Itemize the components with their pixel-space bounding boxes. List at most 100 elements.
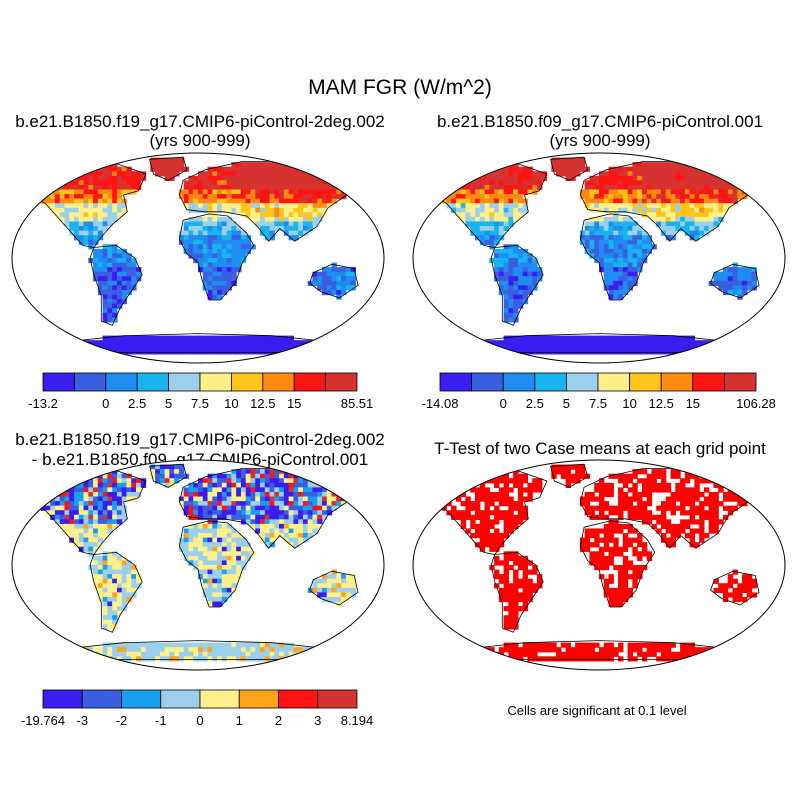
grid-cell: [441, 189, 447, 195]
grid-cell: [737, 171, 743, 177]
grid-cell: [699, 523, 705, 530]
grid-cell: [245, 175, 252, 181]
grid-cell: [126, 496, 132, 502]
grid-cell: [494, 574, 500, 580]
grid-cell: [131, 647, 137, 653]
colorbar-box: [160, 689, 201, 709]
grid-cell: [646, 235, 653, 241]
grid-cell: [470, 505, 476, 511]
grid-cell: [97, 478, 104, 484]
grid-cell: [503, 166, 509, 172]
grid-cell: [207, 523, 213, 530]
grid-cell: [513, 583, 519, 589]
grid-cell: [312, 189, 318, 195]
grid-cell: [603, 501, 610, 507]
grid-cell: [298, 340, 304, 346]
grid-cell: [489, 656, 495, 662]
grid-cell: [661, 212, 667, 218]
grid-cell: [646, 184, 653, 191]
grid-cell: [498, 184, 505, 191]
grid-cell: [193, 244, 199, 250]
grid-cell: [632, 221, 638, 227]
grid-cell: [727, 271, 734, 277]
grid-cell: [522, 203, 529, 209]
grid-cell: [302, 216, 309, 223]
grid-cell: [680, 212, 686, 218]
grid-cell: [240, 501, 247, 507]
grid-cell: [178, 166, 185, 172]
grid-cell: [584, 189, 591, 195]
grid-cell: [517, 519, 524, 525]
grid-cell: [498, 175, 505, 181]
grid-cell: [508, 583, 514, 589]
grid-cell: [570, 478, 576, 484]
grid-cell: [689, 212, 695, 218]
grid-cell: [675, 175, 681, 181]
grid-cell: [446, 184, 452, 191]
grid-cell: [255, 491, 261, 498]
grid-cell: [713, 505, 719, 511]
grid-cell: [102, 624, 108, 630]
grid-cell: [159, 651, 166, 657]
grid-cell: [532, 175, 538, 181]
grid-cell: [317, 180, 323, 186]
grid-cell: [250, 184, 256, 191]
grid-cell: [599, 262, 605, 268]
grid-cell: [302, 221, 309, 227]
grid-cell: [231, 189, 237, 195]
grid-cell: [665, 519, 672, 525]
grid-cell: [107, 496, 113, 502]
grid-cell: [627, 194, 633, 200]
grid-cell: [608, 171, 614, 177]
grid-cell: [226, 244, 232, 250]
grid-cell: [594, 253, 600, 259]
grid-cell: [489, 175, 495, 181]
grid-cell: [680, 478, 686, 484]
grid-cell: [226, 180, 232, 186]
grid-cell: [460, 198, 467, 204]
grid-cell: [293, 216, 299, 223]
grid-cell: [641, 505, 648, 511]
grid-cell: [465, 216, 471, 223]
grid-cell: [240, 505, 247, 511]
grid-cell: [513, 335, 519, 341]
grid-cell: [317, 519, 323, 525]
grid-cell: [489, 340, 495, 346]
grid-cell: [174, 464, 180, 470]
grid-cell: [207, 226, 213, 232]
grid-cell: [236, 262, 242, 268]
grid-cell: [145, 349, 151, 355]
grid-cell: [484, 184, 490, 191]
grid-cell: [64, 212, 70, 218]
grid-cell: [479, 519, 486, 525]
grid-cell: [83, 519, 89, 525]
grid-cell: [217, 565, 223, 571]
grid-cell: [255, 180, 261, 186]
grid-cell: [302, 528, 309, 534]
grid-cell: [465, 175, 471, 181]
grid-cell: [35, 491, 42, 498]
grid-cell: [627, 560, 633, 566]
grid-cell: [74, 189, 80, 195]
grid-cell: [751, 285, 757, 291]
grid-cell: [641, 212, 648, 218]
grid-cell: [326, 478, 333, 484]
grid-cell: [198, 344, 204, 350]
grid-cell: [627, 478, 633, 484]
grid-cell: [689, 487, 695, 493]
grid-cell: [279, 335, 285, 341]
grid-cell: [737, 189, 743, 195]
grid-cell: [494, 519, 500, 525]
grid-cell: [88, 514, 94, 520]
grid-cell: [684, 533, 691, 539]
grid-cell: [622, 578, 629, 584]
grid-cell: [508, 289, 514, 296]
grid-cell: [293, 226, 299, 232]
grid-cell: [93, 340, 99, 346]
grid-cell: [708, 528, 715, 534]
grid-cell: [78, 184, 85, 191]
grid-cell: [570, 171, 576, 177]
grid-cell: [116, 560, 123, 566]
grid-cell: [603, 533, 610, 539]
grid-cell: [202, 555, 209, 562]
